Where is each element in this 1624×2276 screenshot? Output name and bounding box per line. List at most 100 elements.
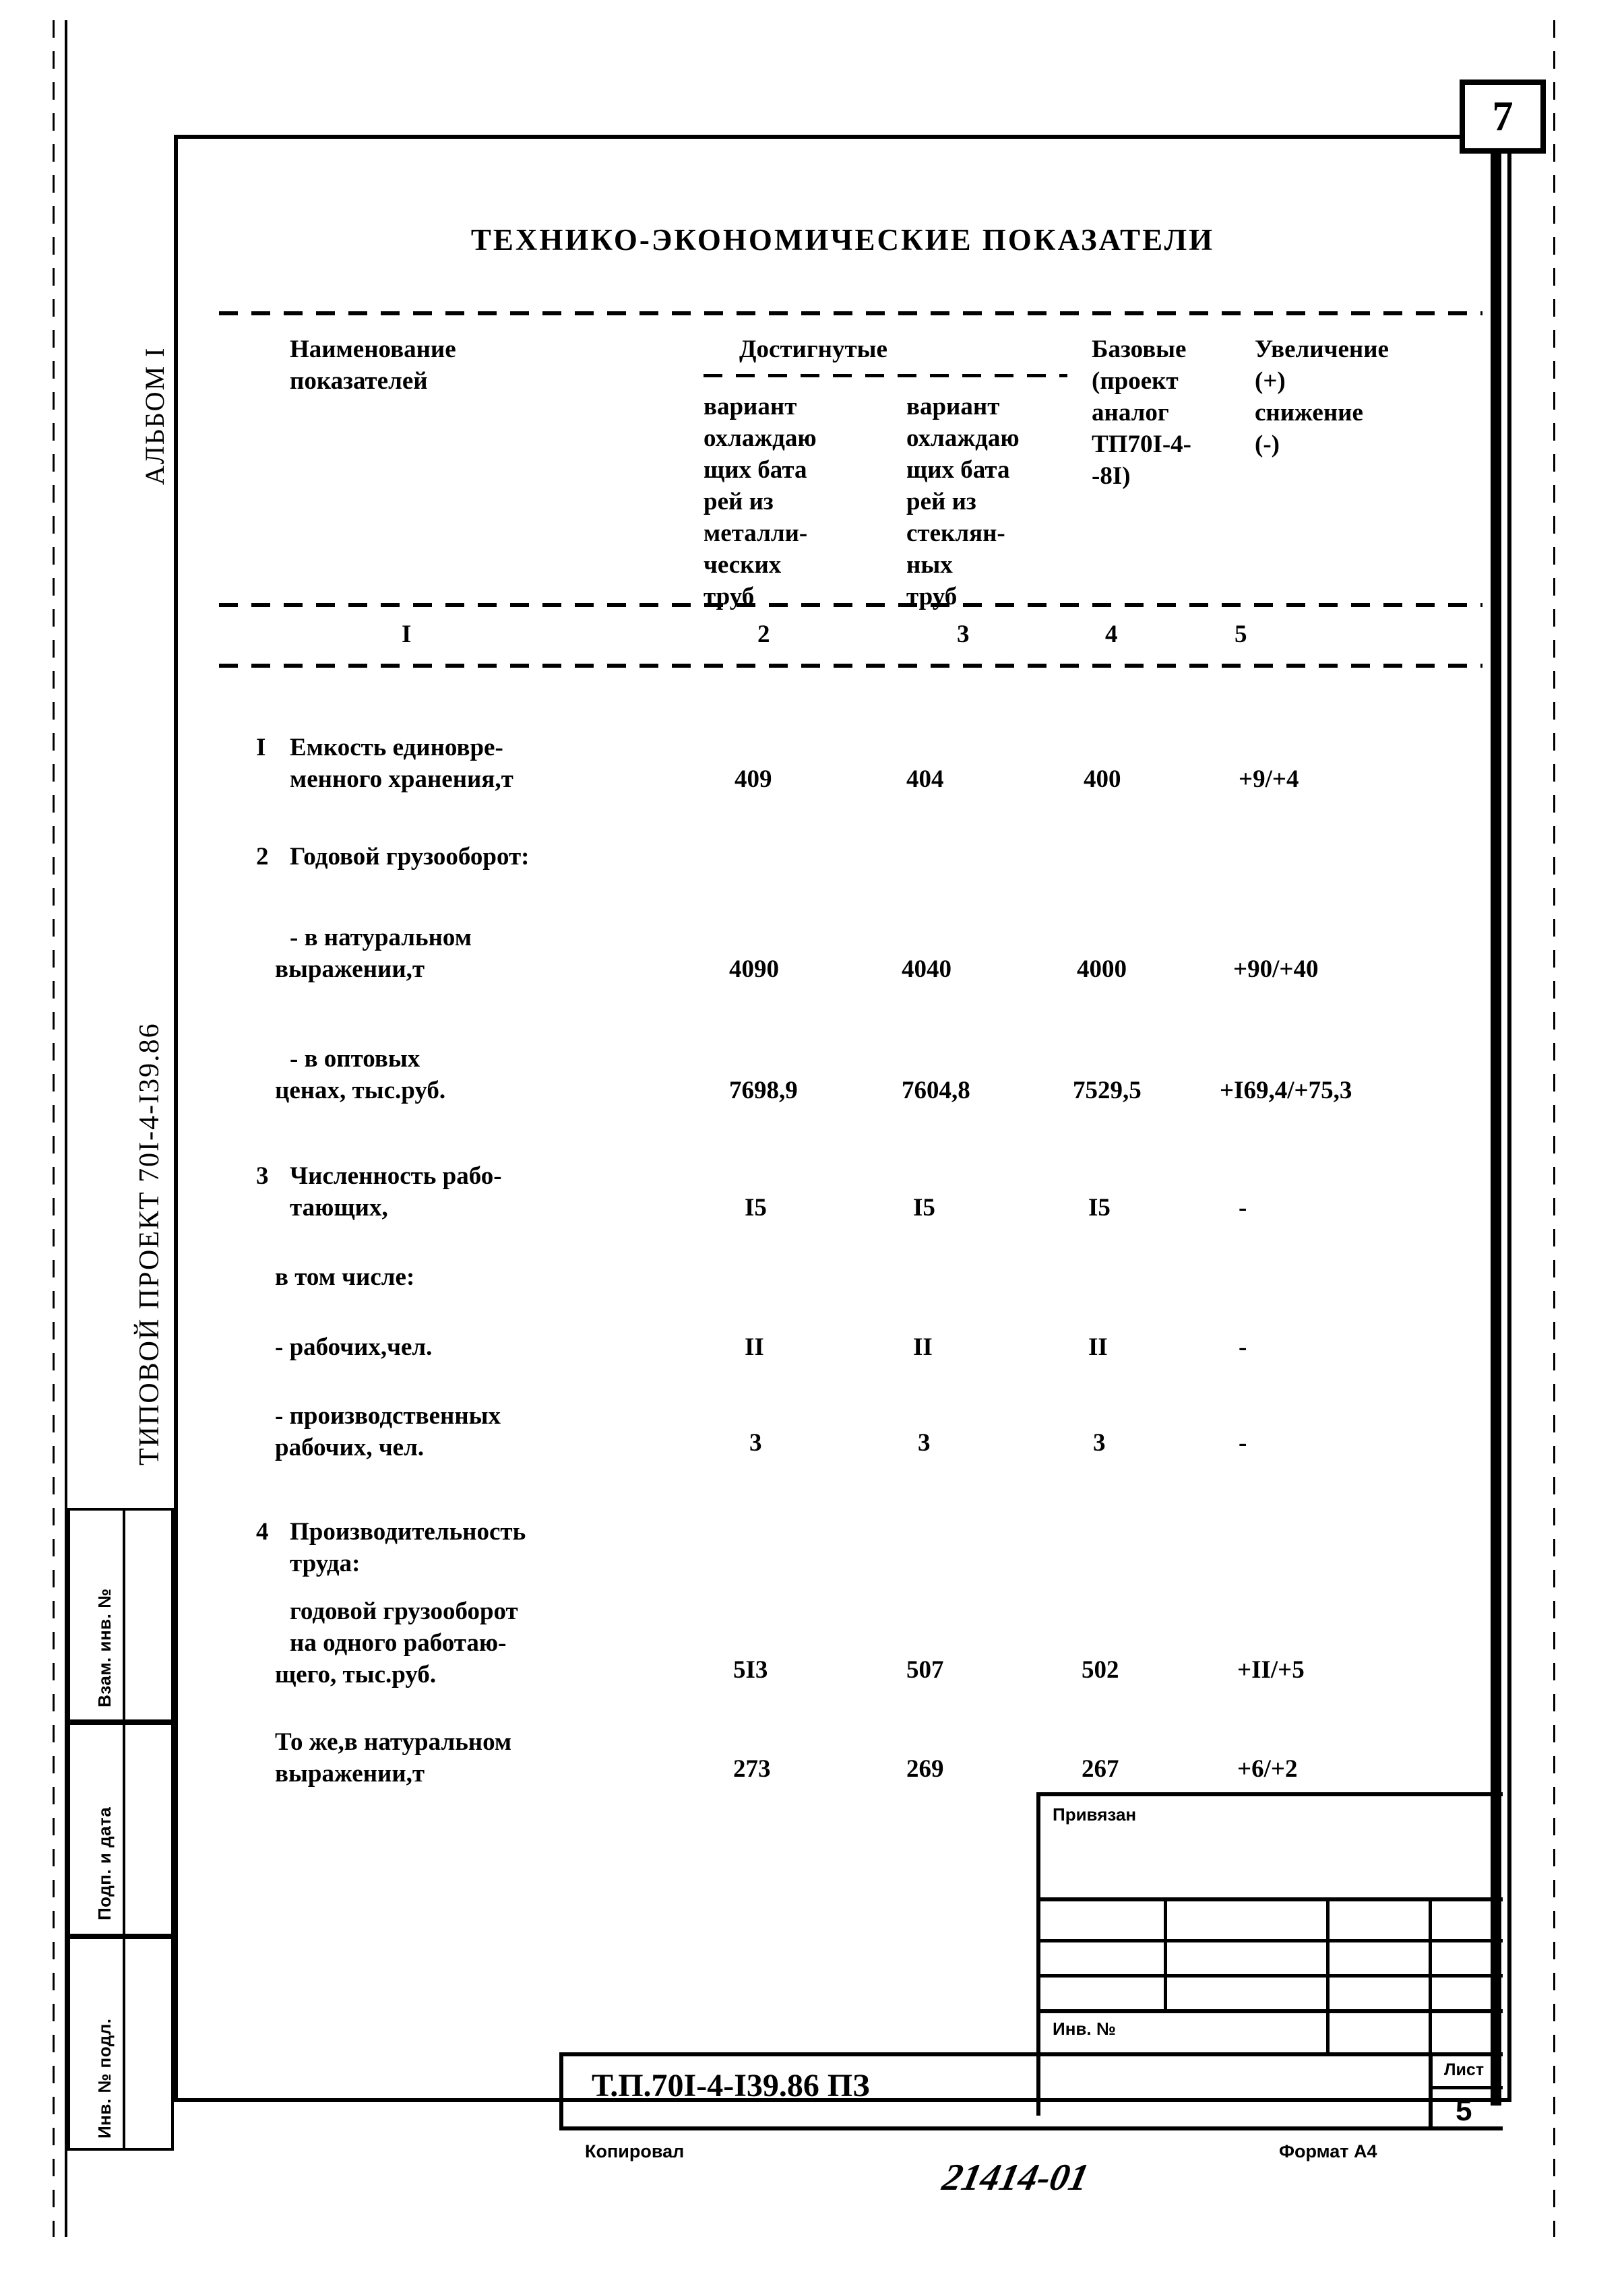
row-4b-val-1: 273 bbox=[733, 1755, 771, 1783]
project-label: ТИПОВОЙ ПРОЕКТ 70I-4-I39.86 bbox=[134, 1022, 165, 1465]
tb-line-h3 bbox=[1036, 1974, 1503, 1978]
header-col3: вариант охлаждаю щих бата рей из стеклян… bbox=[906, 393, 1020, 610]
sheet-word-label: Лист bbox=[1444, 2060, 1485, 2079]
row-name-3a-line1: - рабочих,чел. bbox=[275, 1333, 433, 1361]
row-no-2: 2 bbox=[256, 843, 269, 871]
row-4a-val-2: 507 bbox=[906, 1656, 944, 1684]
tb-line-h0 bbox=[1036, 1792, 1503, 1796]
header-col1-line1: Наименование bbox=[290, 336, 456, 363]
header-col2: вариант охлаждаю щих бата рей из металли… bbox=[704, 393, 817, 610]
colnum-5: 5 bbox=[1235, 621, 1247, 648]
stamp-box-podp-data: Подп. и дата bbox=[67, 1722, 174, 1936]
table-rule-top bbox=[219, 311, 1482, 315]
stamp-box-vzam-inv: Взам. инв. № bbox=[67, 1508, 174, 1722]
header-col1-line2: показателей bbox=[290, 367, 428, 395]
colnum-3: 3 bbox=[957, 621, 970, 648]
row-name-4a-line2: на одного работаю- bbox=[290, 1629, 507, 1657]
row-4a-val-4: +II/+5 bbox=[1237, 1656, 1305, 1684]
header-group-achieved: Достигнутые bbox=[739, 336, 887, 363]
album-label: АЛЬБОМ I bbox=[139, 346, 170, 485]
tb-privyazan-label: Привязан bbox=[1053, 1804, 1137, 1825]
row-3a-val-3: II bbox=[1088, 1333, 1108, 1361]
row-3-val-1: I5 bbox=[745, 1194, 767, 1222]
table-rule-header-bottom bbox=[219, 603, 1482, 607]
row-3a-val-2: II bbox=[913, 1333, 933, 1361]
row-2a-val-1: 4090 bbox=[729, 955, 779, 983]
row-3b-val-1: 3 bbox=[749, 1429, 762, 1457]
row-4a-val-3: 502 bbox=[1082, 1656, 1119, 1684]
stamp-label-vzam-inv: Взам. инв. № bbox=[94, 1588, 115, 1707]
header-col5: Увеличение (+) снижение (-) bbox=[1255, 336, 1389, 458]
tb-line-v2 bbox=[1326, 1901, 1330, 2052]
row-2a-val-3: 4000 bbox=[1077, 955, 1127, 983]
table-rule-colnum-bottom bbox=[219, 664, 1482, 668]
tb-line-h2 bbox=[1036, 1939, 1503, 1942]
row-name-2b-line2: ценах, тыс.руб. bbox=[275, 1077, 446, 1104]
row-1-val-2: 404 bbox=[906, 765, 944, 793]
row-2b-val-4: +I69,4/+75,3 bbox=[1220, 1077, 1352, 1104]
sheet-number: 5 bbox=[1456, 2094, 1472, 2127]
row-1-val-4: +9/+4 bbox=[1239, 765, 1299, 793]
tb-line-h1 bbox=[1036, 1897, 1503, 1901]
row-3a-val-1: II bbox=[745, 1333, 764, 1361]
row-4b-val-2: 269 bbox=[906, 1755, 944, 1783]
row-name-4a-line3: щего, тыс.руб. bbox=[275, 1661, 437, 1688]
row-1-val-3: 400 bbox=[1084, 765, 1121, 793]
row-3-val-2: I5 bbox=[913, 1194, 935, 1222]
row-name-3-line2: тающих, bbox=[290, 1194, 388, 1222]
row-name-3-note: в том числе: bbox=[275, 1263, 415, 1291]
tb-inv-label: Инв. № bbox=[1053, 2019, 1116, 2039]
tb-line-v3 bbox=[1429, 1901, 1432, 2052]
row-2a-val-2: 4040 bbox=[902, 955, 951, 983]
tb-line-h-sheet bbox=[1429, 2086, 1503, 2089]
drawing-frame-right-edge bbox=[1491, 135, 1501, 2106]
row-2b-val-1: 7698,9 bbox=[729, 1077, 798, 1104]
row-1-val-1: 409 bbox=[735, 765, 772, 793]
row-name-2a-line1: - в натуральном bbox=[290, 924, 472, 951]
row-name-4a-line1: годовой грузооборот bbox=[290, 1598, 518, 1625]
row-4b-val-3: 267 bbox=[1082, 1755, 1119, 1783]
stamp-column-divider bbox=[123, 1508, 125, 2151]
drawing-number: Т.П.70I-4-I39.86 ПЗ bbox=[592, 2068, 870, 2104]
row-3a-val-4: - bbox=[1239, 1333, 1247, 1361]
stamp-box-inv-podl: Инв. № подл. bbox=[67, 1936, 174, 2151]
row-name-4-line1: Производительность bbox=[290, 1518, 526, 1546]
stamp-label-podp-data: Подп. и дата bbox=[94, 1806, 115, 1920]
stamp-label-inv-podl: Инв. № подл. bbox=[94, 2018, 115, 2139]
tb-line-v-bottom-left bbox=[559, 2052, 563, 2130]
row-3b-val-3: 3 bbox=[1093, 1429, 1106, 1457]
tb-line-h-bottom-top bbox=[559, 2052, 1503, 2056]
drawing-frame bbox=[174, 135, 1511, 2102]
page-border-left bbox=[65, 20, 67, 2237]
row-name-4-line2: труда: bbox=[290, 1550, 361, 1577]
row-name-1-line2: менного хранения,т bbox=[290, 765, 513, 793]
row-name-2-line1: Годовой грузооборот: bbox=[290, 843, 530, 871]
row-name-1-line1: Емкость единовре- bbox=[290, 734, 503, 761]
row-name-3b-line1: - производственных bbox=[275, 1402, 501, 1430]
page-number-badge: 7 bbox=[1460, 80, 1546, 154]
page-edge-dash-left bbox=[53, 20, 55, 2237]
row-3b-val-2: 3 bbox=[918, 1429, 931, 1457]
row-name-2b-line1: - в оптовых bbox=[290, 1045, 420, 1073]
tb-line-h-bottom bbox=[559, 2126, 1503, 2130]
row-no-4: 4 bbox=[256, 1518, 269, 1546]
tb-line-v1 bbox=[1164, 1901, 1167, 2009]
row-4a-val-1: 5I3 bbox=[733, 1656, 768, 1684]
footer-format-label: Формат А4 bbox=[1279, 2141, 1377, 2161]
row-name-3-line1: Численность рабо- bbox=[290, 1162, 502, 1190]
row-3b-val-4: - bbox=[1239, 1429, 1247, 1457]
row-name-3b-line2: рабочих, чел. bbox=[275, 1434, 425, 1461]
row-4b-val-4: +6/+2 bbox=[1237, 1755, 1298, 1783]
footer-copied-label: Копировал bbox=[585, 2141, 685, 2161]
header-col4: Базовые (проект аналог ТП70I-4- -8I) bbox=[1092, 336, 1191, 490]
header-group-underline bbox=[704, 374, 1067, 377]
row-no-1: I bbox=[256, 734, 266, 761]
row-2b-val-2: 7604,8 bbox=[902, 1077, 970, 1104]
page-edge-dash-right bbox=[1553, 20, 1555, 2237]
row-no-3: 3 bbox=[256, 1162, 269, 1190]
tb-line-h4 bbox=[1036, 2009, 1503, 2013]
row-name-4b-line1: То же,в натуральном bbox=[275, 1728, 512, 1756]
row-name-2a-line2: выражении,т bbox=[275, 955, 425, 983]
page-title: ТЕХНИКО-ЭКОНОМИЧЕСКИЕ ПОКАЗАТЕЛИ bbox=[470, 223, 1215, 257]
